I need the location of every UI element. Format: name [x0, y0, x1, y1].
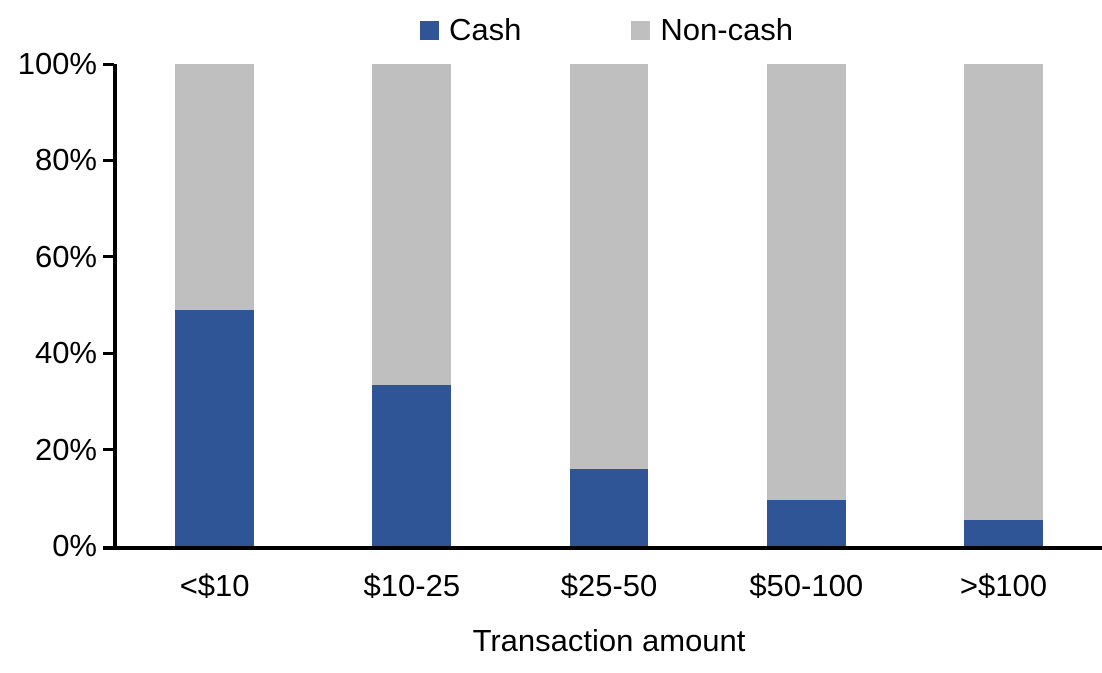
cash-segment-100	[963, 519, 1043, 546]
legend-label: Non-cash	[660, 12, 794, 47]
bars-container	[116, 64, 1102, 546]
y-tick-80	[103, 158, 114, 162]
y-axis-line	[113, 64, 117, 550]
x-tick-label-100: >$100	[959, 568, 1047, 603]
x-tick-label-25-50: $25-50	[560, 568, 658, 603]
cash-segment-25-50	[569, 468, 649, 546]
chart-legend: Cash Non-cash	[420, 11, 793, 49]
category-slot-25-50	[510, 64, 707, 546]
cash-segment-10	[175, 309, 255, 546]
legend-item-cash: Cash	[420, 11, 521, 49]
legend-label: Cash	[449, 12, 522, 47]
x-axis-line	[103, 546, 1102, 550]
y-tick-40	[103, 351, 114, 355]
category-slot-10-25	[313, 64, 510, 546]
x-tick-label-10-25: $10-25	[363, 568, 461, 603]
cash-segment-50-100	[766, 500, 846, 546]
stacked-bar-100	[963, 64, 1043, 546]
x-tick-label-10: <$10	[179, 568, 250, 603]
x-axis-title: Transaction amount	[472, 623, 746, 658]
y-tick-label-80: 80%	[34, 142, 97, 178]
legend-swatch-cash	[420, 20, 439, 40]
y-tick-label-40: 40%	[34, 335, 97, 371]
cash-segment-10-25	[372, 384, 452, 546]
category-slot-100	[905, 64, 1102, 546]
y-tick-100	[103, 62, 114, 66]
y-tick-label-20: 20%	[34, 431, 97, 467]
stacked-bar-10-25	[372, 64, 452, 546]
y-tick-20	[103, 448, 114, 452]
y-tick-label-100: 100%	[17, 46, 97, 81]
plot-area: 0% 20% 40% 60% 80% 100%	[18, 46, 1102, 563]
stacked-bar-25-50	[569, 64, 649, 546]
y-tick-label-60: 60%	[34, 238, 97, 274]
y-tick-60	[103, 255, 114, 259]
y-tick-label-0: 0%	[52, 528, 97, 563]
x-axis-labels: <$10 $10-25 $25-50 $50-100 >$100	[116, 567, 1102, 604]
x-tick-label-50-100: $50-100	[749, 568, 864, 603]
category-slot-10	[116, 64, 313, 546]
stacked-bar-50-100	[766, 64, 846, 546]
stacked-bar-10	[175, 64, 255, 546]
legend-swatch-non-cash	[631, 20, 651, 40]
category-slot-50-100	[708, 64, 905, 546]
legend-item-non-cash: Non-cash	[631, 11, 793, 49]
